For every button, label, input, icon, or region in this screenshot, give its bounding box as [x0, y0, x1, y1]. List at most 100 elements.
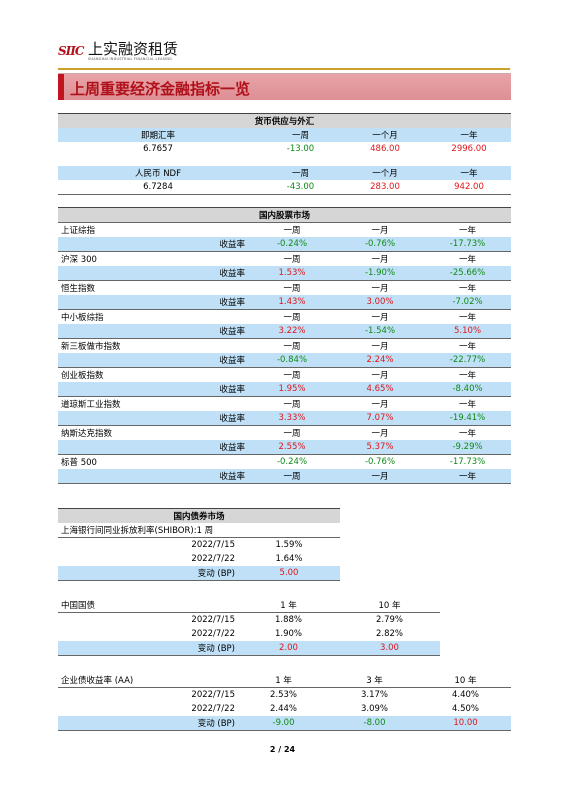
- govt-name: 中国国债: [61, 601, 96, 611]
- change-label: 变动 (BP): [58, 716, 238, 731]
- col-header: 3 年: [366, 676, 383, 686]
- page-title: 上周重要经济金融指标一览: [70, 80, 251, 98]
- return-value: -17.73%: [424, 237, 512, 252]
- change-value: 5.00: [238, 566, 341, 581]
- spacer: [58, 411, 153, 426]
- return-value: 2.55%: [248, 440, 336, 455]
- col-header: 一年: [459, 429, 477, 439]
- stock-index-name: 标普 500: [61, 458, 97, 468]
- return-label: 收益率: [153, 353, 248, 368]
- return-value: 1.95%: [248, 382, 336, 397]
- return-value: 2.24%: [336, 353, 424, 368]
- stock-return-row: 收益率 2.55% 5.37% -9.29%: [58, 440, 512, 455]
- date-cell: 2022/7/22: [191, 554, 235, 564]
- col-header: 一周: [283, 313, 301, 323]
- return-label: 收益率: [153, 295, 248, 310]
- col-header: 一月: [371, 226, 389, 236]
- return-label: 收益率: [153, 440, 248, 455]
- bond-table-govt: 中国国债 1 年 10 年 2022/7/15 1.88% 2.79% 2022/7/2…: [58, 598, 440, 656]
- return-value: 3.33%: [248, 411, 336, 426]
- fx-change: -43.00: [286, 182, 315, 192]
- col-header: 一周: [283, 255, 301, 265]
- change-label: 变动 (BP): [58, 566, 238, 581]
- col-header: 一年: [427, 128, 512, 142]
- return-value: 1.53%: [248, 266, 336, 281]
- fx-value-spot: 6.7657: [143, 144, 173, 154]
- fx-name-ndf: 人民币 NDF: [58, 166, 258, 180]
- bond-table-shibor: 国内债券市场 上海银行间同业拆放利率(SHIBOR):1 周 2022/7/15…: [58, 508, 341, 581]
- stock-header-row: 道琼斯工业指数 一周 一月 一年: [58, 396, 512, 412]
- col-header: 一年: [459, 371, 477, 381]
- return-value: -22.77%: [424, 353, 512, 368]
- change-value: 3.00: [339, 641, 440, 656]
- col-header: 一月: [371, 284, 389, 294]
- stock-header-row: 纳斯达克指数 一周 一月 一年: [58, 425, 512, 441]
- stock-return-row: 收益率 -0.84% 2.24% -22.77%: [58, 353, 512, 368]
- value-cell: 3.09%: [360, 704, 388, 714]
- stock-header-row: 标普 500 -0.24% -0.76% -17.73%: [58, 454, 512, 470]
- col-header: 10 年: [454, 676, 477, 686]
- return-value: 5.10%: [424, 324, 512, 339]
- date-cell: 2022/7/15: [191, 540, 235, 550]
- spacer: [58, 295, 153, 310]
- shibor-name: 上海银行间同业拆放利率(SHIBOR):1 周: [61, 526, 214, 536]
- col-header: 一周: [283, 371, 301, 381]
- col-header: 一月: [371, 313, 389, 323]
- col-header: 一年: [459, 313, 477, 323]
- corp-name: 企业债收益率 (AA): [61, 676, 134, 686]
- col-header: 一月: [371, 429, 389, 439]
- fx-table: 货币供应与外汇 即期汇率 一周 一个月 一年 6.7657 -13.00 486…: [58, 113, 512, 195]
- return-label: 收益率: [153, 266, 248, 281]
- spacer: [58, 237, 153, 252]
- col-header: 一月: [371, 255, 389, 265]
- return-value: -9.29%: [424, 440, 512, 455]
- stock-index-name: 创业板指数: [61, 371, 104, 381]
- col-header: 一个月: [343, 166, 427, 180]
- company-logo: SIIC 上实融资租赁 SHANGHAI INDUSTRIAL FINANCIA…: [58, 38, 198, 66]
- return-value: -7.02%: [424, 295, 512, 310]
- return-label: 收益率: [153, 411, 248, 426]
- col-header: 10 年: [378, 601, 401, 611]
- value-cell: 1.90%: [274, 629, 302, 639]
- return-value: 3.22%: [248, 324, 336, 339]
- col-header: -0.24%: [276, 457, 308, 467]
- stock-return-row: 收益率 一周 一月 一年: [58, 469, 512, 484]
- page-number: 2 / 24: [269, 745, 296, 754]
- spacer: [58, 324, 153, 339]
- stock-return-row: 收益率 -0.24% -0.76% -17.73%: [58, 237, 512, 252]
- fx-change: 283.00: [370, 182, 400, 192]
- return-value: 3.00%: [336, 295, 424, 310]
- fx-change: 486.00: [370, 144, 400, 154]
- stock-header-row: 新三板做市指数 一周 一月 一年: [58, 338, 512, 354]
- spacer: [58, 266, 153, 281]
- return-label: 收益率: [153, 469, 248, 484]
- stock-header-row: 中小板综指 一周 一月 一年: [58, 309, 512, 325]
- spacer: [58, 469, 153, 484]
- stock-header-row: 沪深 300 一周 一月 一年: [58, 251, 512, 267]
- return-label: 收益率: [153, 382, 248, 397]
- spacer: [58, 353, 153, 368]
- value-cell: 1.88%: [274, 615, 302, 625]
- return-value: -0.24%: [248, 237, 336, 252]
- col-header: 一周: [258, 128, 343, 142]
- value-cell: 4.40%: [451, 690, 479, 700]
- value-cell: 4.50%: [451, 704, 479, 714]
- company-name-en: SHANGHAI INDUSTRIAL FINANCIAL LEASING: [88, 57, 173, 61]
- company-name: 上实融资租赁: [88, 40, 179, 58]
- spacer: [58, 440, 153, 455]
- value-cell: 2.53%: [269, 690, 297, 700]
- header-rule: [58, 68, 510, 70]
- date-cell: 2022/7/22: [191, 629, 235, 639]
- stock-index-name: 沪深 300: [61, 255, 97, 265]
- col-header: 一年: [459, 342, 477, 352]
- col-header: 一年: [459, 226, 477, 236]
- col-header: 一周: [283, 284, 301, 294]
- change-value: -9.00: [238, 716, 329, 731]
- banner-accent: [58, 74, 64, 100]
- col-header: 一周: [283, 226, 301, 236]
- col-header: 一月: [371, 400, 389, 410]
- stock-return-row: 收益率 1.95% 4.65% -8.40%: [58, 382, 512, 397]
- stock-index-name: 纳斯达克指数: [61, 429, 113, 439]
- change-label: 变动 (BP): [58, 641, 238, 656]
- stock-header-row: 恒生指数 一周 一月 一年: [58, 280, 512, 296]
